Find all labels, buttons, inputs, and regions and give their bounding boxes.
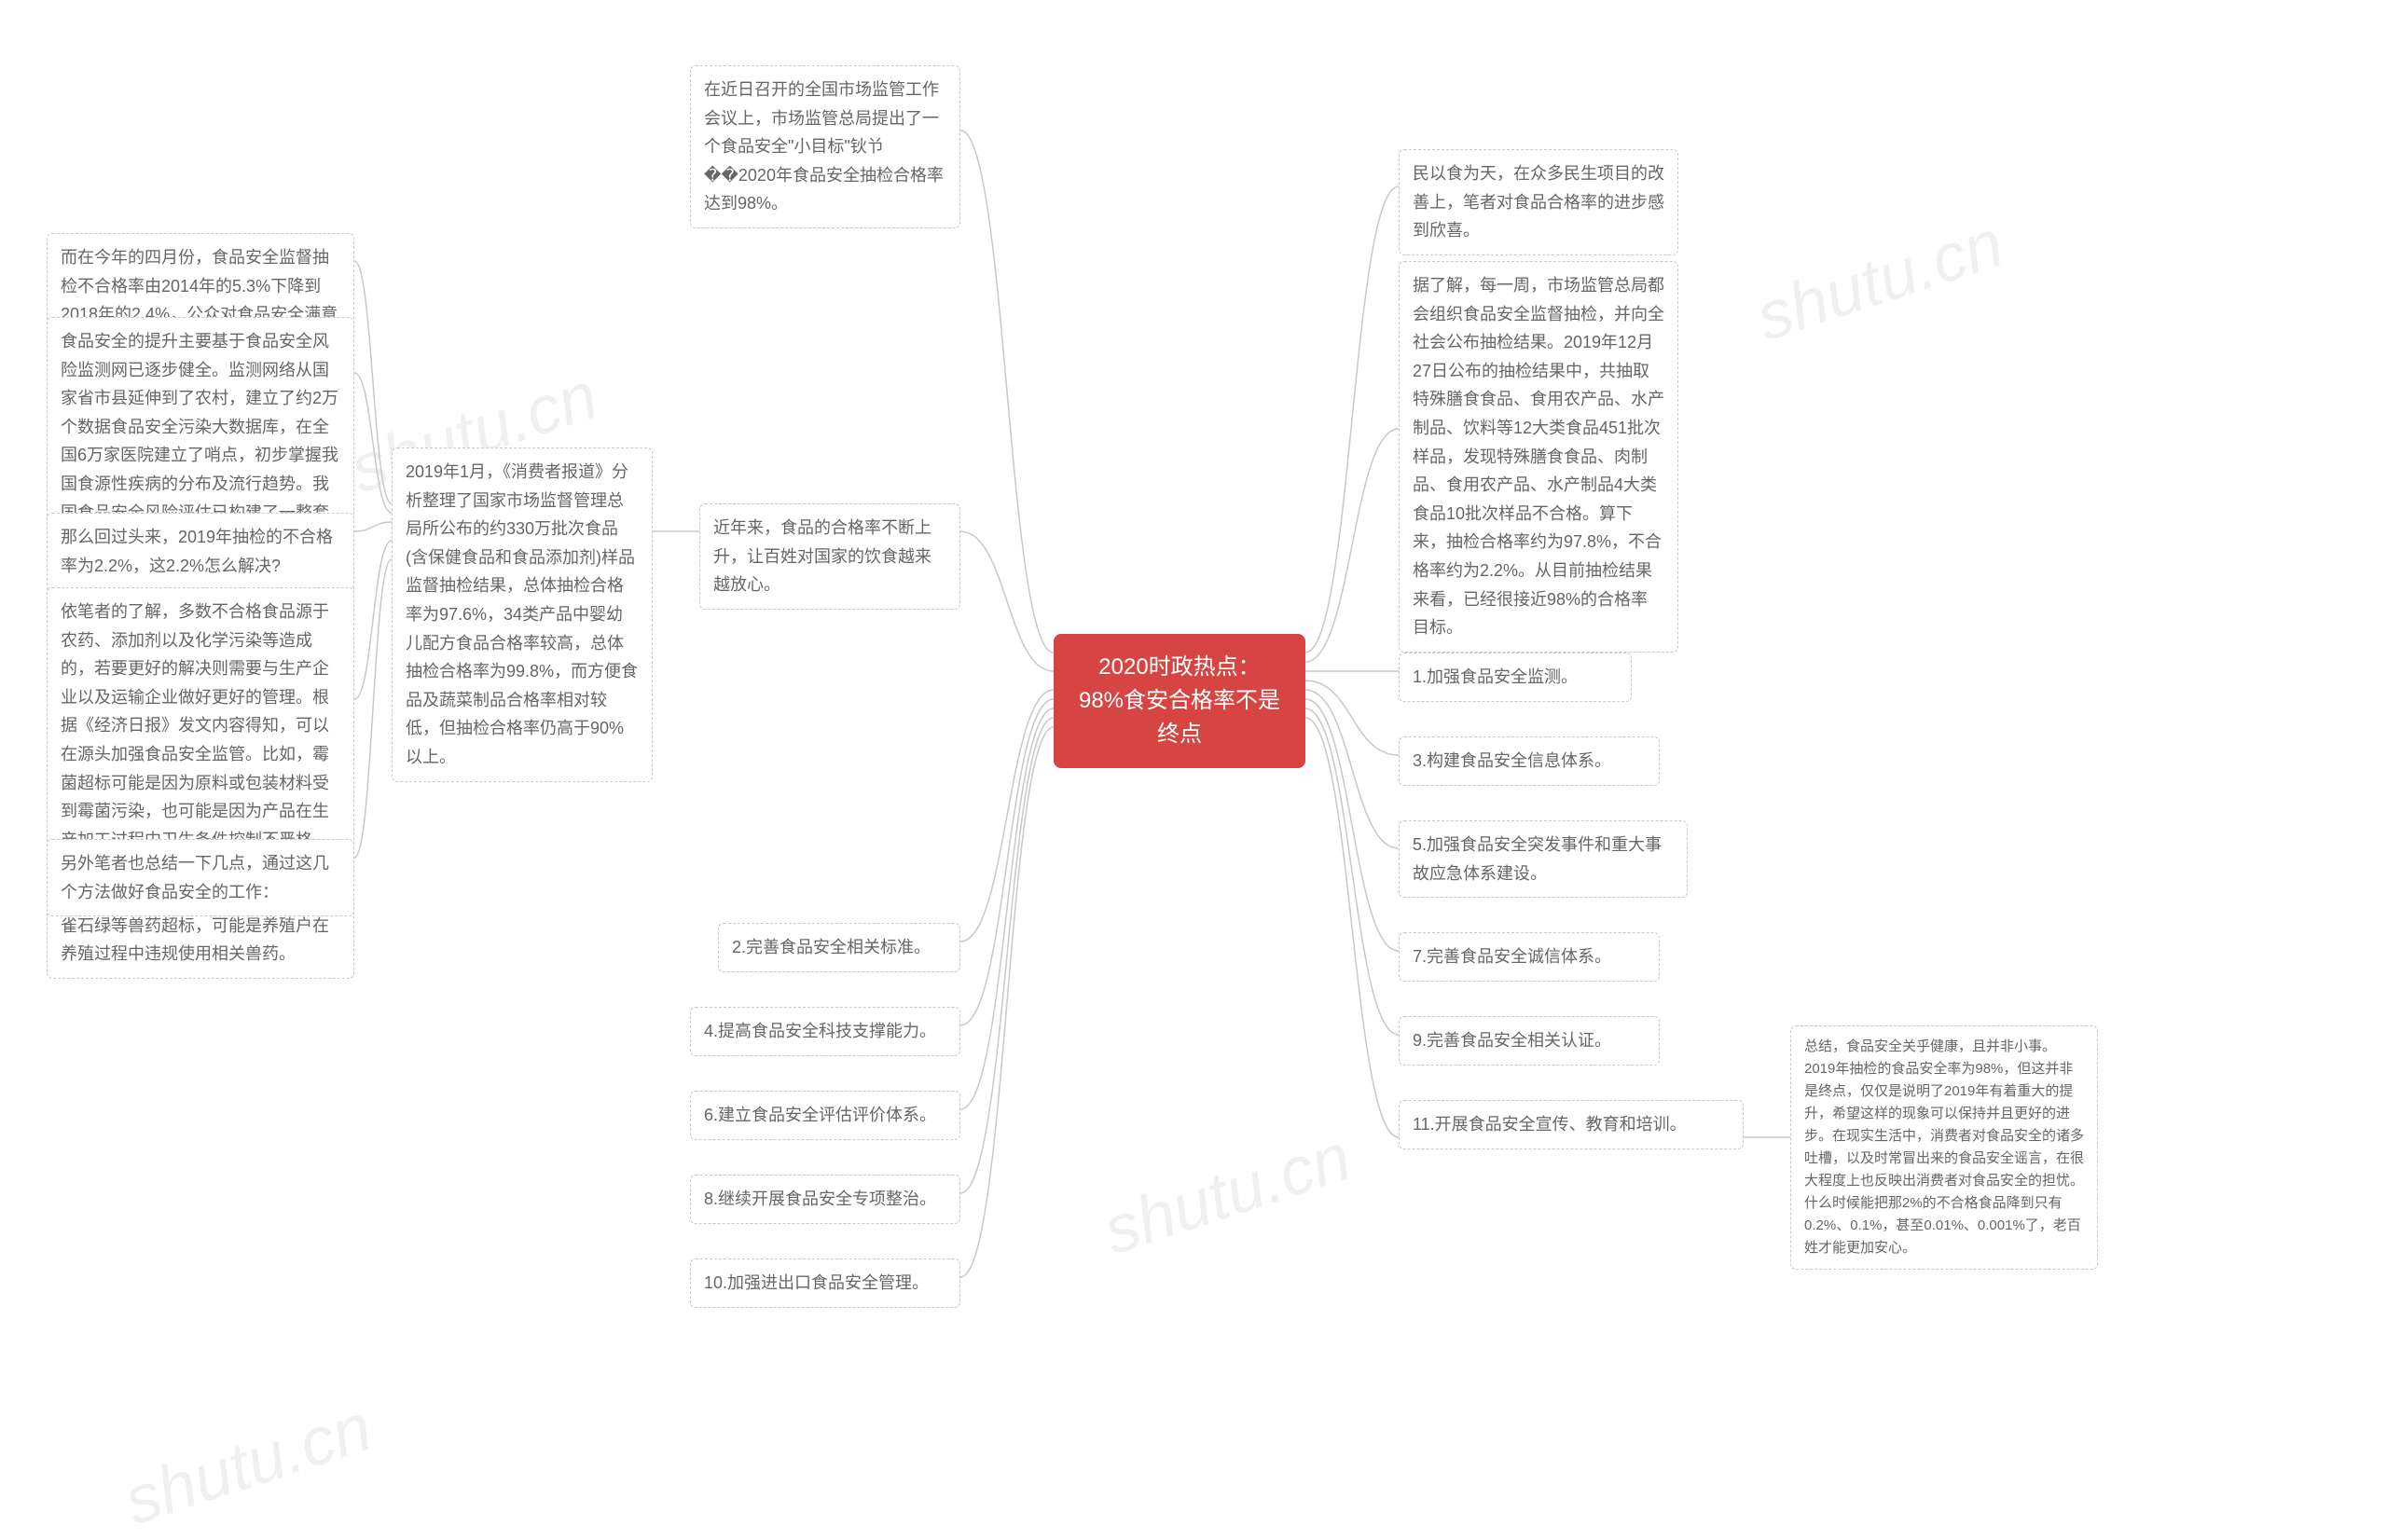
farleft-col1-5: 另外笔者也总结一下几点，通过这几个方法做好食品安全的工作： xyxy=(47,839,354,916)
right-intro2: 据了解，每一周，市场监管总局都会组织食品安全监督抽检，并向全社会公布抽检结果。2… xyxy=(1399,261,1678,653)
right-item-9: 9.完善食品安全相关认证。 xyxy=(1399,1016,1660,1066)
right-intro1: 民以食为天，在众多民生项目的改善上，笔者对食品合格率的进步感到欣喜。 xyxy=(1399,149,1678,255)
watermark: shutu.cn xyxy=(116,1389,380,1540)
left-item-10: 10.加强进出口食品安全管理。 xyxy=(690,1258,960,1308)
farleft-col2-item: 2019年1月，《消费者报道》分析整理了国家市场监督管理总局所公布的约330万批… xyxy=(392,447,653,782)
left-intro2: 近年来，食品的合格率不断上升，让百姓对国家的饮食越来越放心。 xyxy=(699,503,960,610)
farleft-col1-4: 依笔者的了解，多数不合格食品源于农药、添加剂以及化学污染等造成的，若要更好的解决… xyxy=(47,587,354,979)
right-item-3: 3.构建食品安全信息体系。 xyxy=(1399,736,1660,786)
farleft-col1-3: 那么回过头来，2019年抽检的不合格率为2.2%，这2.2%怎么解决? xyxy=(47,513,354,590)
right-item-11: 11.开展食品安全宣传、教育和培训。 xyxy=(1399,1100,1744,1149)
center-title: 2020时政热点：98%食安合格率不是终点 xyxy=(1079,654,1280,747)
right-item-1: 1.加强食品安全监测。 xyxy=(1399,653,1632,702)
left-item-4: 4.提高食品安全科技支撑能力。 xyxy=(690,1007,960,1056)
right-item-7: 7.完善食品安全诚信体系。 xyxy=(1399,932,1660,982)
left-item-6: 6.建立食品安全评估评价体系。 xyxy=(690,1091,960,1140)
watermark: shutu.cn xyxy=(1747,205,2012,356)
left-item-8: 8.继续开展食品安全专项整治。 xyxy=(690,1175,960,1224)
left-intro1: 在近日召开的全国市场监管工作会议上，市场监管总局提出了一个食品安全"小目标"钬兯… xyxy=(690,65,960,228)
watermark: shutu.cn xyxy=(1095,1119,1359,1270)
farright-summary: 总结，食品安全关乎健康，且并非小事。2019年抽检的食品安全率为98%，但这并非… xyxy=(1790,1025,2098,1270)
center-node: 2020时政热点：98%食安合格率不是终点 xyxy=(1054,634,1305,768)
left-item-2: 2.完善食品安全相关标准。 xyxy=(718,923,960,972)
right-item-5: 5.加强食品安全突发事件和重大事故应急体系建设。 xyxy=(1399,820,1688,898)
